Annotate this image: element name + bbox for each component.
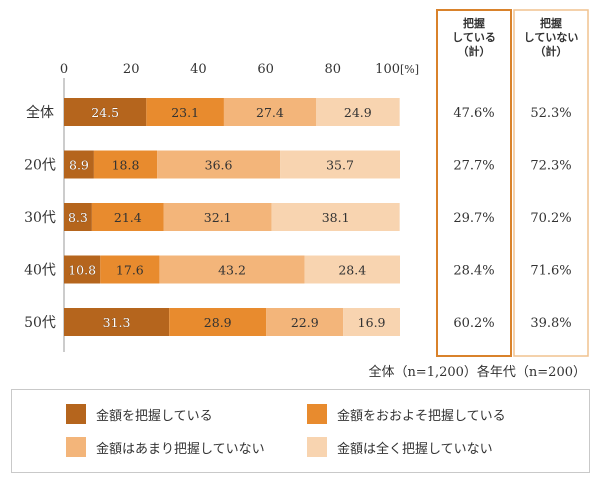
summary-value: 29.7%: [453, 211, 494, 226]
data-label: 23.1: [171, 105, 199, 120]
legend-swatch-3: [66, 437, 86, 457]
data-label: 35.7: [326, 158, 354, 173]
data-label: 21.4: [114, 210, 142, 225]
summary-value: 71.6%: [530, 264, 571, 279]
legend-label-2: 金額をおおよそ把握している: [337, 408, 506, 424]
x-unit-label: [%]: [400, 63, 419, 76]
summary-header-line: （計）: [535, 44, 568, 58]
bar-segment: [64, 255, 101, 284]
summary-column-frame: [436, 9, 512, 357]
bar-segment: [271, 203, 400, 231]
bar-segment: [100, 255, 160, 284]
summary-header-line: 把握: [540, 16, 562, 30]
legend-label-1: 金額を把握している: [96, 408, 213, 424]
legend-swatch-4: [307, 437, 327, 457]
bar-segment: [64, 150, 94, 179]
data-label: 8.3: [68, 210, 88, 225]
summary-value: 27.7%: [453, 159, 494, 174]
legend: 金額を把握している 金額をおおよそ把握している 金額はあまり把握していない 金額…: [11, 389, 590, 473]
bar-segment: [169, 308, 267, 336]
legend-item-1: 金額を把握している: [66, 404, 213, 424]
summary-value: 72.3%: [530, 159, 571, 174]
bar-segment: [64, 308, 170, 336]
data-label: 32.1: [204, 210, 232, 225]
data-label: 27.4: [256, 105, 284, 120]
legend-item-4: 金額は全く把握していない: [307, 437, 493, 457]
data-label: 28.9: [204, 315, 232, 330]
bar-segment: [266, 308, 344, 336]
summary-header-line: していない: [524, 31, 579, 44]
x-tick-label: 40: [190, 62, 207, 77]
data-label: 36.6: [205, 158, 233, 173]
data-label: 24.5: [91, 105, 119, 120]
bar-segment: [157, 150, 281, 179]
legend-item-2: 金額をおおよそ把握している: [307, 404, 506, 424]
bar-segment: [146, 98, 224, 126]
summary-column-frame: [513, 9, 589, 357]
summary-value: 60.2%: [453, 316, 494, 331]
bar-segment: [223, 98, 316, 126]
data-label: 17.6: [116, 263, 144, 278]
summary-header-line: （計）: [458, 44, 491, 58]
bar-segment: [304, 255, 400, 284]
data-label: 18.8: [112, 158, 140, 173]
data-label: 38.1: [322, 210, 350, 225]
bar-segment: [343, 308, 400, 336]
bar-segment: [64, 98, 147, 126]
x-tick-label: 80: [325, 62, 342, 77]
summary-value: 70.2%: [530, 211, 571, 226]
bar-segment: [316, 98, 400, 126]
summary-value: 39.8%: [530, 316, 571, 331]
bar-segment: [280, 150, 400, 179]
data-label: 8.9: [69, 158, 89, 173]
bar-segment: [159, 255, 305, 284]
bar-segment: [93, 150, 158, 179]
data-label: 28.4: [338, 263, 366, 278]
bar-segment: [163, 203, 272, 231]
category-label: 20代: [24, 158, 56, 174]
data-label: 22.9: [291, 315, 319, 330]
data-label: 24.9: [344, 105, 372, 120]
data-label: 43.2: [218, 263, 246, 278]
summary-value: 47.6%: [453, 106, 494, 121]
sample-size-note: 全体（n=1,200）各年代（n=200）: [368, 365, 586, 380]
x-tick-label: 0: [60, 62, 68, 77]
category-label: 全体: [26, 104, 54, 121]
data-label: 31.3: [103, 315, 131, 330]
summary-header-line: している: [452, 31, 496, 44]
category-label: 30代: [24, 210, 56, 226]
legend-swatch-2: [307, 404, 327, 424]
summary-value: 28.4%: [453, 264, 494, 279]
x-tick-label: 20: [123, 62, 140, 77]
category-label: 50代: [24, 315, 56, 331]
legend-item-3: 金額はあまり把握していない: [66, 437, 265, 457]
x-tick-label: 60: [257, 62, 274, 77]
bar-segment: [64, 203, 92, 231]
category-label: 40代: [24, 263, 56, 279]
bar-segment: [91, 203, 164, 231]
legend-swatch-1: [66, 404, 86, 424]
legend-label-3: 金額はあまり把握していない: [96, 441, 265, 457]
x-tick-label: 100: [375, 62, 400, 77]
data-label: 16.9: [358, 315, 386, 330]
summary-value: 52.3%: [530, 106, 571, 121]
legend-label-4: 金額は全く把握していない: [337, 441, 493, 457]
summary-header-line: 把握: [463, 16, 485, 30]
data-label: 10.8: [68, 263, 96, 278]
